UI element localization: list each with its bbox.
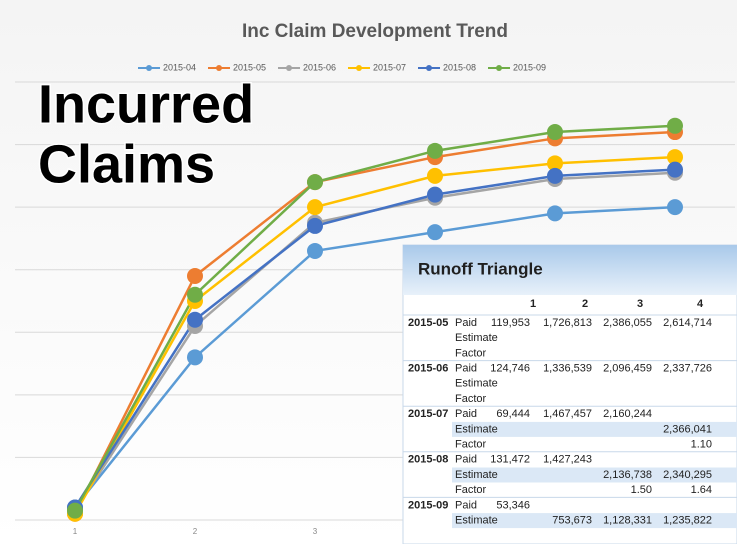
row-label: Paid <box>455 454 477 466</box>
series-line <box>74 205 676 509</box>
chart-title: Inc Claim Development Trend <box>242 21 508 42</box>
row-group: 2015-06 <box>408 363 448 375</box>
legend-marker <box>356 65 362 71</box>
table-cell: 1.10 <box>691 439 712 451</box>
table-cell: 2,614,714 <box>663 317 712 329</box>
column-header: 3 <box>637 298 643 310</box>
row-label: Estimate <box>455 423 498 435</box>
table-cell: 2,160,244 <box>603 408 652 420</box>
row-label: Factor <box>455 484 487 496</box>
table-cell: 131,472 <box>490 454 530 466</box>
table-cell: 1,726,813 <box>543 317 592 329</box>
series-line <box>73 124 676 512</box>
x-tick-label: 1 <box>73 527 78 536</box>
legend-marker <box>216 65 222 71</box>
row-highlight <box>452 467 737 483</box>
data-point <box>547 155 563 172</box>
data-point <box>67 502 83 519</box>
legend-label: 2015-06 <box>303 62 336 72</box>
legend-label: 2015-05 <box>233 62 266 72</box>
data-point <box>187 267 203 284</box>
data-point <box>667 161 683 178</box>
table-cell: 1.50 <box>631 484 652 496</box>
data-point <box>307 199 323 216</box>
row-label: Paid <box>455 499 477 511</box>
table-cell: 124,746 <box>490 363 530 375</box>
row-group: 2015-09 <box>408 499 448 511</box>
data-point <box>427 142 443 159</box>
table-cell: 2,340,295 <box>663 469 712 481</box>
data-point <box>547 124 563 141</box>
table-cell: 1,235,822 <box>663 515 712 527</box>
table-cell: 1,467,457 <box>543 408 592 420</box>
data-point <box>307 174 323 191</box>
runoff-table: Runoff Triangle 1 2 3 4 2015-05 Paid 119,953 1,7… <box>402 244 737 544</box>
legend-marker <box>426 65 432 71</box>
table-cell: 2,337,726 <box>663 363 712 375</box>
row-group: 2015-07 <box>408 408 448 420</box>
row-label: Factor <box>455 347 487 359</box>
row-label: Estimate <box>455 469 498 481</box>
table-cell: 119,953 <box>491 317 530 329</box>
legend-marker <box>146 65 152 71</box>
row-highlight <box>452 421 737 437</box>
table-title: Runoff Triangle <box>418 259 543 278</box>
table-cell: 53,346 <box>496 499 530 511</box>
row-label: Estimate <box>455 378 498 390</box>
overlay-text: Claims <box>38 134 215 194</box>
column-header: 1 <box>530 298 536 310</box>
data-point <box>667 117 683 134</box>
legend-label: 2015-07 <box>373 62 406 72</box>
table-cell: 1,427,243 <box>543 454 592 466</box>
table-cell: 1,128,331 <box>603 515 652 527</box>
data-point <box>187 311 203 328</box>
data-point <box>547 205 563 222</box>
legend-marker <box>286 65 292 71</box>
data-point <box>187 349 203 366</box>
legend-marker <box>496 65 502 71</box>
data-point <box>667 149 683 166</box>
data-point <box>427 167 443 184</box>
table-header <box>403 245 737 295</box>
series-line <box>73 130 676 515</box>
data-point <box>307 217 323 234</box>
series-line <box>73 168 676 509</box>
legend-label: 2015-08 <box>443 62 476 72</box>
row-label: Factor <box>455 439 487 451</box>
x-tick-label: 2 <box>193 527 198 536</box>
table-cell: 1,336,539 <box>543 363 592 375</box>
row-label: Estimate <box>455 515 498 527</box>
row-label: Estimate <box>455 332 498 344</box>
legend-label: 2015-04 <box>163 62 196 72</box>
row-highlight <box>452 513 737 529</box>
legend-label: 2015-09 <box>513 62 546 72</box>
series-line <box>73 155 676 515</box>
row-group: 2015-08 <box>408 454 448 466</box>
row-label: Paid <box>455 363 477 375</box>
data-point <box>667 199 683 216</box>
table-cell: 2,096,459 <box>603 363 652 375</box>
data-point <box>427 186 443 203</box>
x-tick-label: 3 <box>313 527 318 536</box>
table-cell: 2,136,738 <box>603 469 652 481</box>
table-cell: 753,673 <box>552 515 592 527</box>
overlay-text: Incurred <box>38 74 254 134</box>
row-label: Factor <box>455 393 487 405</box>
row-label: Paid <box>455 408 477 420</box>
table-cell: 1.64 <box>691 484 712 496</box>
table-cell: 2,386,055 <box>603 317 652 329</box>
table-cell: 2,366,041 <box>663 423 712 435</box>
column-header: 2 <box>582 298 588 310</box>
row-group: 2015-05 <box>408 317 448 329</box>
row-label: Paid <box>455 317 477 329</box>
data-point <box>547 167 563 184</box>
column-header: 4 <box>697 298 704 310</box>
data-point <box>307 242 323 259</box>
data-point <box>427 224 443 241</box>
data-point <box>187 286 203 303</box>
table-cell: 69,444 <box>496 408 530 420</box>
